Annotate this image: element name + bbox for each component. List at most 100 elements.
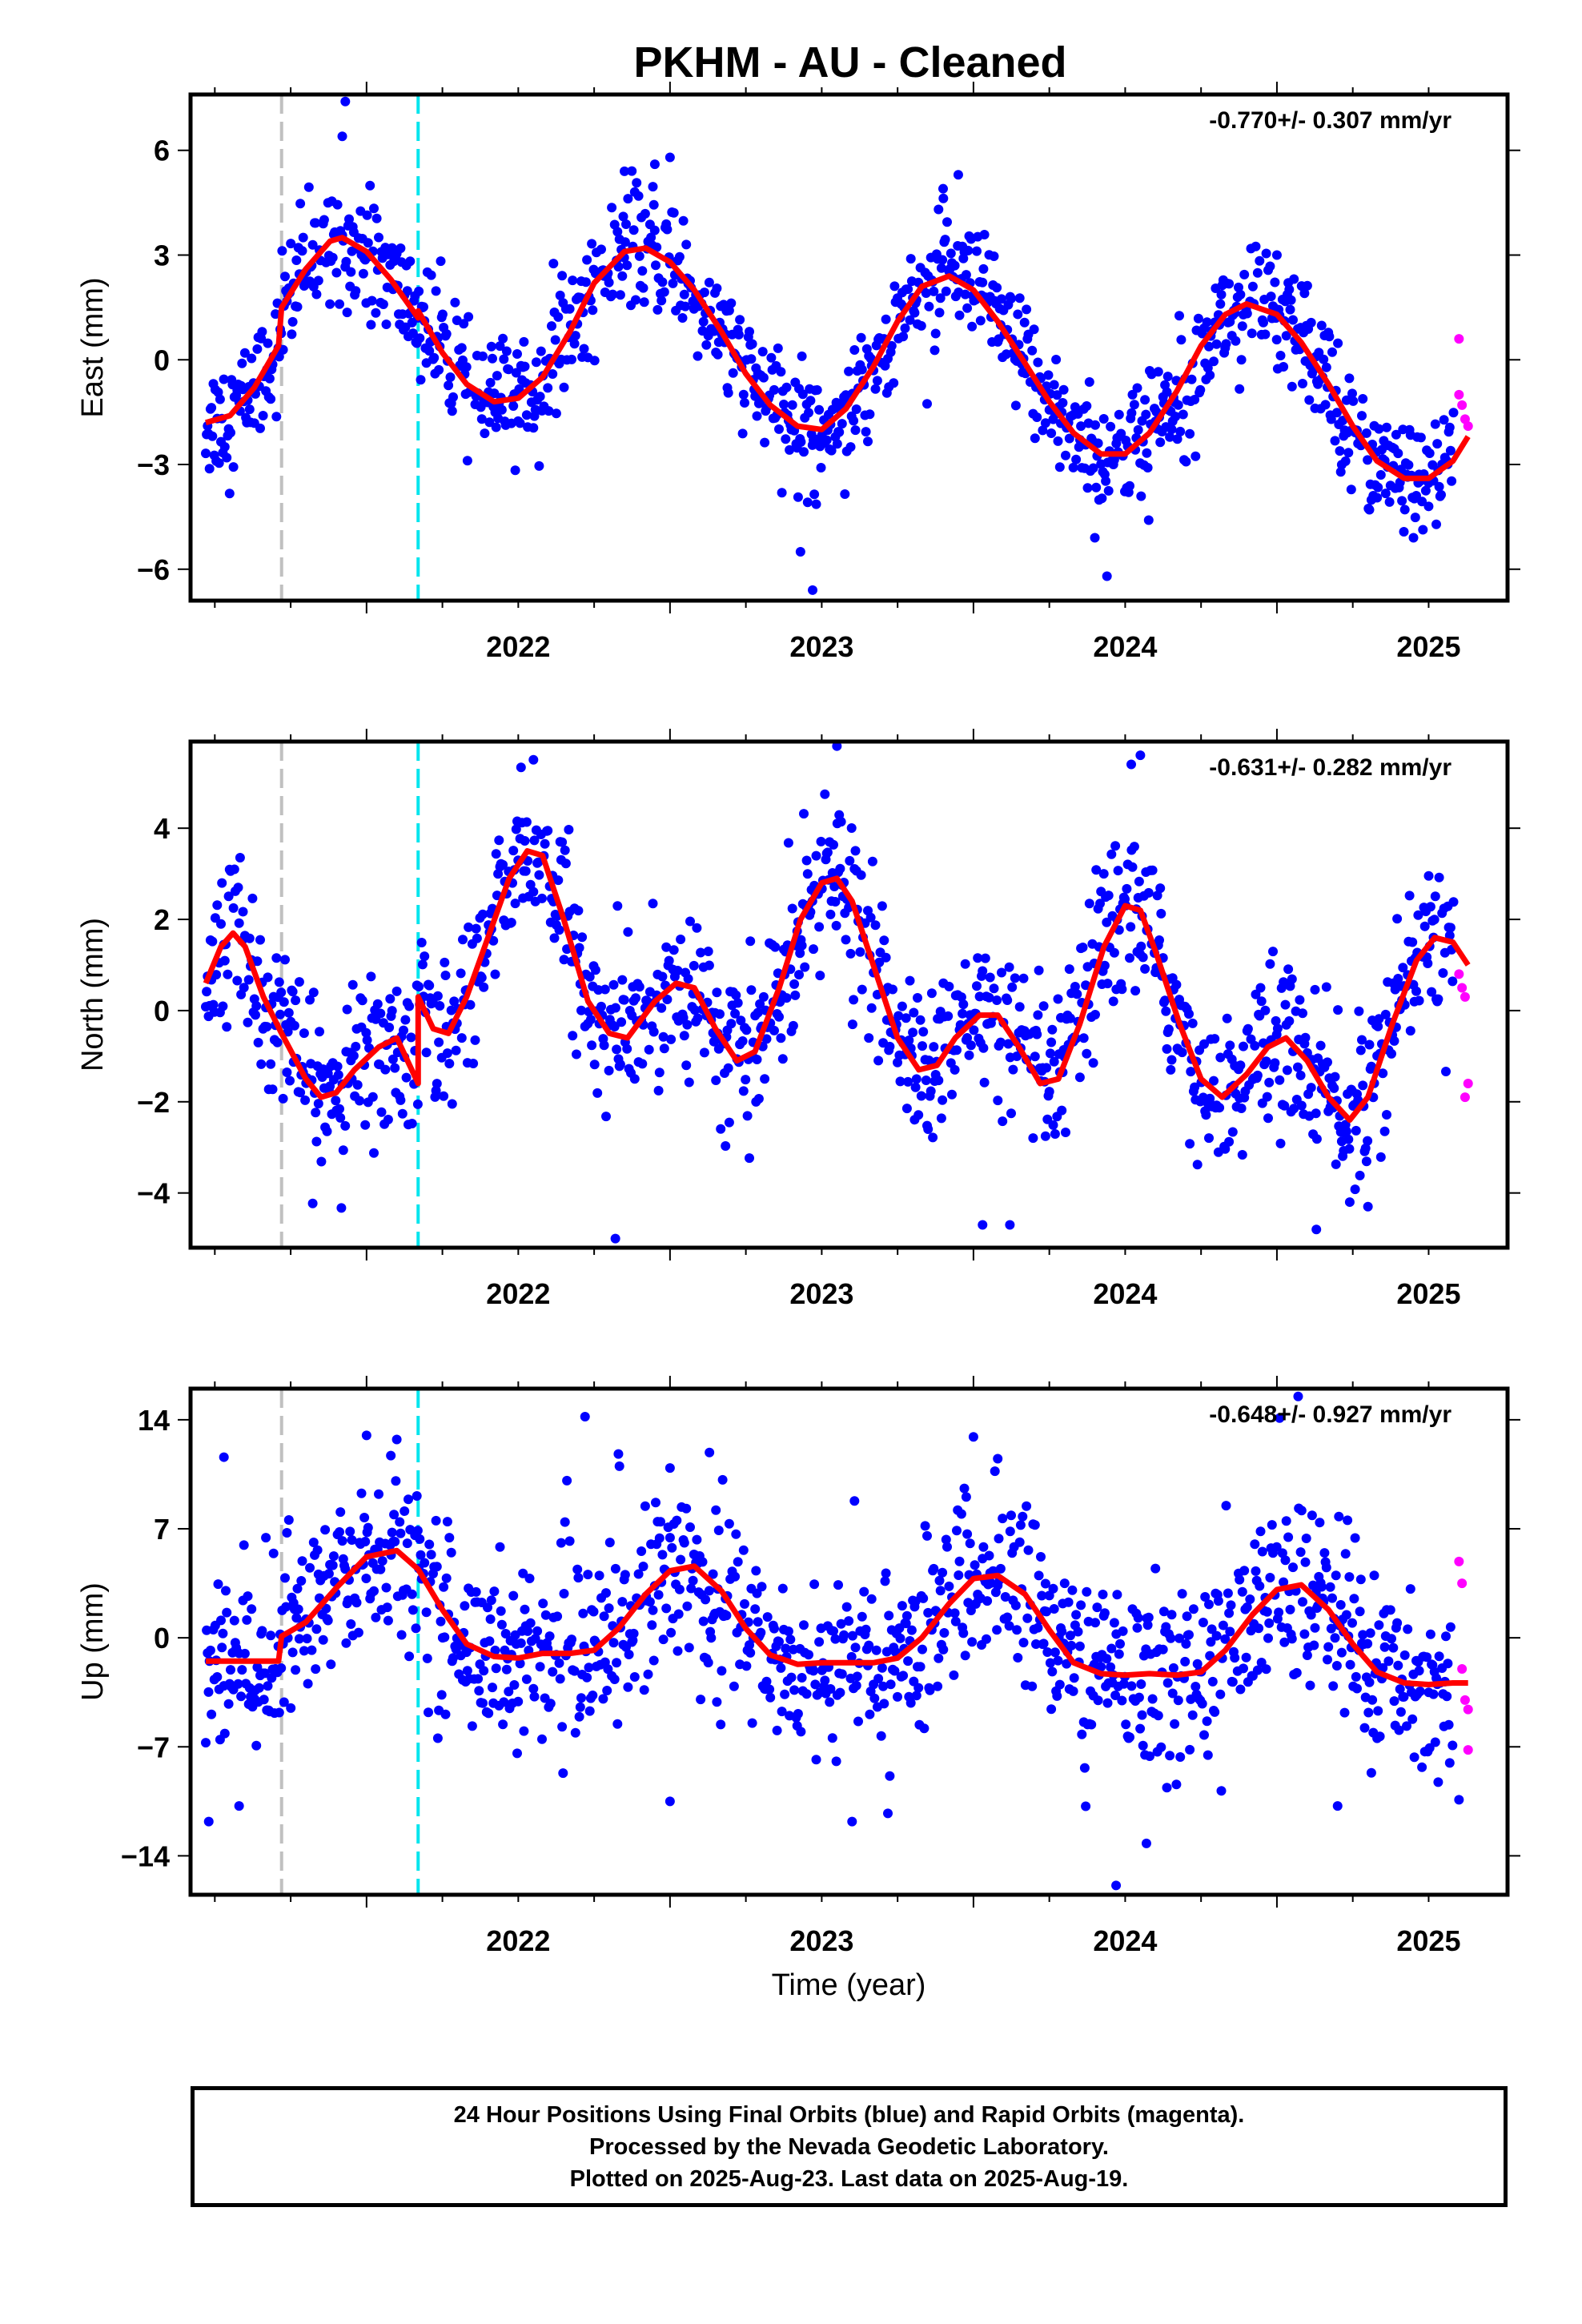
data-point	[1324, 332, 1335, 342]
data-point	[1048, 1120, 1058, 1130]
data-point	[811, 1755, 821, 1765]
data-point	[363, 1522, 373, 1533]
data-point	[926, 988, 937, 999]
data-point	[1224, 1608, 1235, 1618]
data-point	[1237, 321, 1247, 332]
data-point	[1395, 1707, 1406, 1717]
data-point	[926, 1086, 936, 1096]
data-point	[1235, 1060, 1246, 1071]
data-point	[1399, 527, 1409, 537]
data-point	[844, 366, 854, 376]
data-point	[1340, 456, 1351, 466]
y-tick-label: 6	[154, 135, 170, 167]
data-point	[908, 1027, 918, 1038]
data-point	[646, 232, 656, 243]
data-point	[1141, 409, 1151, 420]
data-point	[704, 1586, 714, 1596]
data-point	[795, 948, 805, 959]
data-point	[893, 1691, 902, 1702]
data-point	[1154, 935, 1164, 945]
data-point	[966, 1040, 976, 1051]
data-point	[1010, 1600, 1021, 1610]
data-point	[982, 1596, 993, 1606]
data-point	[1222, 1013, 1232, 1023]
data-point	[747, 1718, 757, 1728]
data-point	[721, 1141, 731, 1151]
data-point	[781, 1643, 791, 1654]
data-point	[493, 869, 504, 879]
data-point	[459, 319, 469, 329]
data-point	[1296, 1506, 1307, 1516]
data-point	[1354, 1006, 1364, 1016]
data-point	[266, 394, 276, 404]
data-point	[237, 358, 247, 368]
data-point	[228, 462, 239, 472]
data-point	[444, 1533, 455, 1543]
data-point	[1082, 1048, 1092, 1059]
data-point	[972, 246, 982, 256]
data-point	[617, 975, 628, 985]
data-point	[1373, 482, 1383, 493]
data-point	[799, 1620, 809, 1630]
y-axis-label: East (mm)	[76, 277, 110, 417]
data-point	[1251, 989, 1261, 999]
data-point	[608, 289, 618, 300]
data-point	[1397, 496, 1407, 506]
data-point	[1057, 1105, 1067, 1116]
data-point	[494, 835, 504, 846]
data-point	[930, 345, 940, 356]
data-point	[567, 1634, 576, 1645]
data-point	[639, 1685, 649, 1695]
data-point	[1227, 1677, 1238, 1687]
data-point	[1330, 1633, 1340, 1643]
data-point	[1043, 370, 1054, 380]
data-point	[1341, 1610, 1351, 1620]
data-point	[287, 329, 297, 340]
data-point	[1344, 1144, 1355, 1154]
data-point	[340, 1564, 351, 1574]
data-point	[1335, 467, 1346, 477]
data-point	[251, 1010, 260, 1020]
data-point	[584, 1663, 594, 1673]
data-point	[1239, 1663, 1248, 1674]
data-point	[845, 948, 856, 959]
data-point	[1379, 1642, 1390, 1652]
data-point	[1239, 1041, 1248, 1051]
data-point	[1069, 1673, 1079, 1683]
data-point	[1417, 497, 1427, 507]
data-point	[949, 1670, 959, 1680]
data-point	[207, 936, 218, 947]
data-point	[521, 410, 532, 420]
data-point	[1282, 1065, 1292, 1076]
data-point	[716, 1719, 726, 1730]
data-point	[656, 1003, 667, 1013]
data-point	[496, 1606, 506, 1616]
data-point	[219, 955, 230, 966]
data-point	[1126, 1681, 1137, 1691]
data-point	[424, 980, 435, 991]
data-point	[1205, 1651, 1215, 1661]
data-point	[251, 1001, 262, 1011]
data-point	[298, 232, 308, 243]
data-point	[1106, 421, 1116, 432]
data-point	[774, 424, 784, 434]
data-point	[1138, 952, 1148, 963]
data-point	[1264, 1618, 1275, 1628]
data-point	[479, 982, 489, 992]
data-point	[599, 1611, 609, 1622]
data-point	[1251, 1566, 1261, 1576]
data-point	[1177, 1589, 1187, 1599]
data-point	[704, 277, 714, 287]
data-point	[909, 1007, 919, 1018]
data-point	[519, 336, 529, 347]
data-point	[307, 1198, 318, 1208]
data-point	[543, 383, 553, 393]
data-point	[1399, 505, 1410, 515]
data-point	[464, 922, 474, 932]
data-point	[1110, 841, 1121, 851]
data-point	[307, 239, 318, 250]
data-point	[557, 1722, 568, 1732]
data-point	[415, 333, 425, 344]
data-point	[1345, 1659, 1355, 1670]
